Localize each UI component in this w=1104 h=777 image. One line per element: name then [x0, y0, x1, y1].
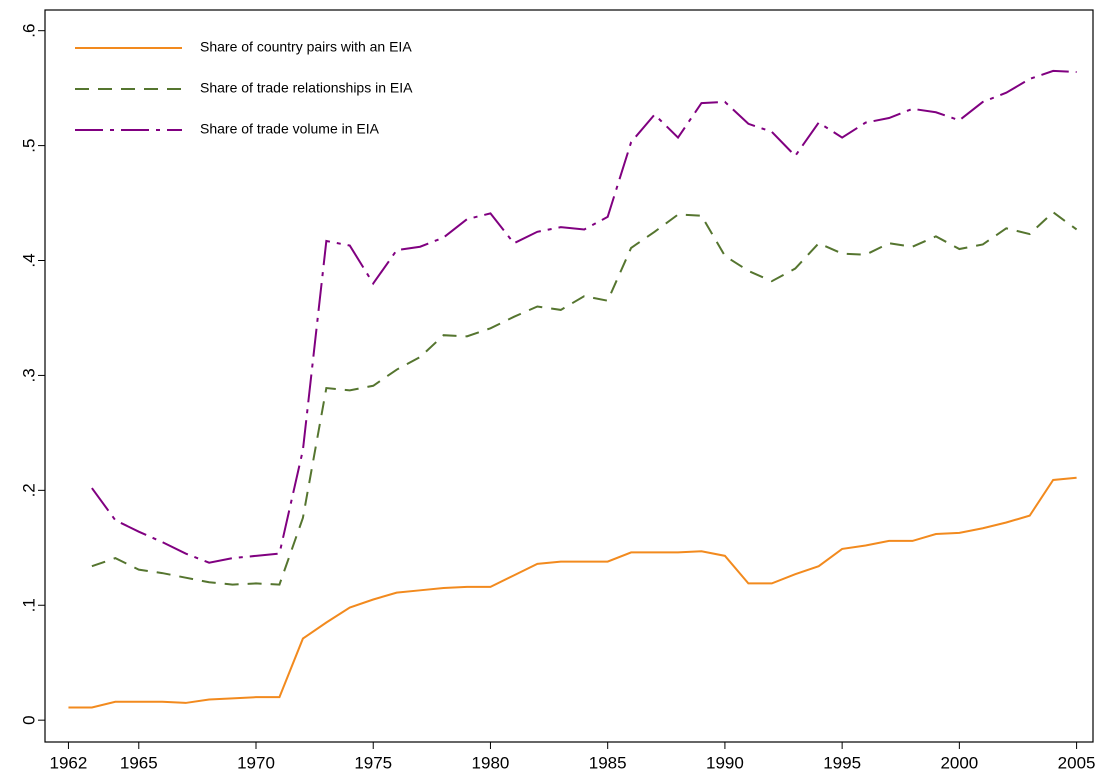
x-tick-label: 1975	[354, 753, 392, 772]
y-tick-label: .4	[19, 253, 38, 267]
x-tick-label: 1990	[706, 753, 744, 772]
x-tick-label: 1980	[472, 753, 510, 772]
x-tick-label: 2000	[940, 753, 978, 772]
y-tick-label: .2	[19, 483, 38, 497]
x-tick-label: 1985	[589, 753, 627, 772]
y-tick-label: 0	[19, 715, 38, 724]
y-tick-label: .5	[19, 139, 38, 153]
x-tick-label: 1970	[237, 753, 275, 772]
x-tick-label: 2005	[1058, 753, 1096, 772]
legend-label: Share of trade volume in EIA	[200, 121, 380, 137]
series-line	[91, 69, 1077, 564]
y-tick-label: .3	[19, 368, 38, 382]
y-tick-label: .6	[19, 24, 38, 38]
legend-label: Share of country pairs with an EIA	[200, 39, 412, 55]
series-line	[68, 476, 1077, 709]
legend-label: Share of trade relationships in EIA	[200, 80, 413, 96]
series-line	[91, 210, 1078, 586]
x-tick-label: 1995	[823, 753, 861, 772]
x-tick-label: 1962	[50, 753, 88, 772]
y-tick-label: .1	[19, 598, 38, 612]
plot-frame	[44, 9, 1094, 743]
x-tick-label: 1965	[120, 753, 158, 772]
